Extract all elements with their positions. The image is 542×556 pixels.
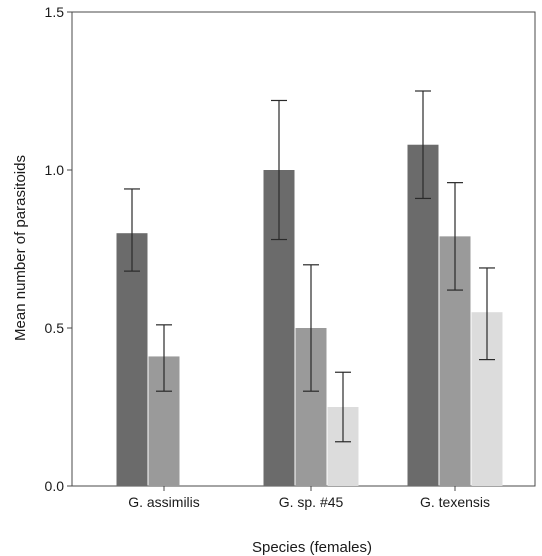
bar	[116, 233, 148, 486]
x-axis-labels: G. assimilis G. sp. #45 G. texensis	[128, 486, 490, 510]
x-axis-title: Species (females)	[252, 539, 372, 556]
y-tick-label: 0.0	[45, 478, 65, 494]
y-axis-title: Mean number of parasitoids	[12, 155, 29, 341]
x-tick-label: G. assimilis	[128, 494, 200, 510]
y-tick-label: 1.5	[45, 4, 65, 20]
bar	[407, 144, 439, 486]
x-tick-label: G. sp. #45	[279, 494, 344, 510]
error-bars	[124, 90, 495, 443]
y-tick-label: 0.5	[45, 320, 65, 336]
y-tick-label: 1.0	[45, 162, 65, 178]
y-axis-ticks: 0.0 0.5 1.0 1.5	[45, 4, 72, 494]
x-tick-label: G. texensis	[420, 494, 490, 510]
